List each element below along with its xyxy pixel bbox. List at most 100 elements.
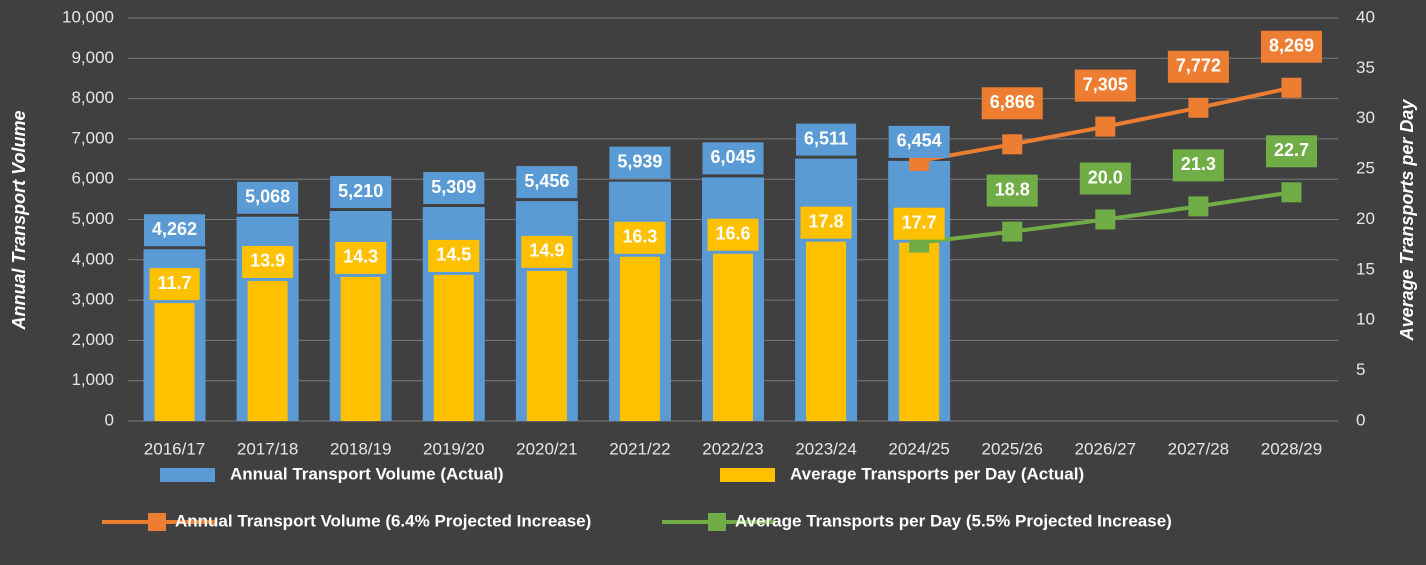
data-label-text: 7,772 bbox=[1176, 56, 1221, 76]
bar bbox=[619, 256, 660, 421]
legend-swatch bbox=[160, 468, 215, 482]
data-label-box bbox=[144, 214, 206, 247]
marker bbox=[1095, 209, 1116, 230]
x-tick-label: 2024/25 bbox=[888, 439, 949, 458]
data-label-text: 21.3 bbox=[1181, 154, 1216, 174]
data-label: 8,269 bbox=[1260, 30, 1322, 63]
y-axis-title: Annual Transport Volume bbox=[9, 110, 29, 330]
data-label-box bbox=[516, 166, 578, 199]
y2-tick-label: 15 bbox=[1356, 259, 1375, 278]
x-tick-label: 2017/18 bbox=[237, 439, 298, 458]
data-label-box bbox=[609, 146, 671, 179]
marker bbox=[1095, 116, 1116, 137]
bar bbox=[154, 303, 195, 421]
bar bbox=[340, 276, 381, 421]
y2-tick-label: 35 bbox=[1356, 58, 1375, 77]
x-tick-label: 2020/21 bbox=[516, 439, 577, 458]
y-tick-label: 7,000 bbox=[71, 128, 114, 147]
y-tick-label: 5,000 bbox=[71, 209, 114, 228]
y-tick-label: 8,000 bbox=[71, 88, 114, 107]
data-label: 16.6 bbox=[707, 218, 759, 251]
data-label: 6,454 bbox=[888, 125, 950, 158]
data-label-text: 16.3 bbox=[622, 227, 657, 247]
y2-tick-label: 30 bbox=[1356, 108, 1375, 127]
data-label-box bbox=[1074, 69, 1136, 102]
y-tick-label: 1,000 bbox=[71, 370, 114, 389]
legend-label: Annual Transport Volume (Actual) bbox=[230, 464, 504, 483]
data-label: 21.3 bbox=[1172, 149, 1224, 182]
data-label-text: 5,456 bbox=[524, 171, 569, 191]
data-label: 5,309 bbox=[423, 172, 485, 205]
data-label-text: 16.6 bbox=[715, 224, 750, 244]
marker bbox=[1002, 221, 1023, 242]
data-label-box bbox=[614, 221, 666, 254]
data-label-box bbox=[1167, 50, 1229, 83]
data-label: 13.9 bbox=[242, 245, 294, 278]
marker bbox=[1281, 182, 1302, 203]
data-label: 6,866 bbox=[981, 87, 1043, 120]
data-label-box bbox=[330, 176, 392, 209]
data-label-text: 11.7 bbox=[158, 273, 192, 293]
y2-axis-title: Average Transports per Day bbox=[1397, 99, 1417, 342]
y2-tick-label: 25 bbox=[1356, 159, 1375, 178]
x-tick-label: 2027/28 bbox=[1168, 439, 1229, 458]
y2-tick-label: 20 bbox=[1356, 209, 1375, 228]
data-label: 17.8 bbox=[800, 206, 852, 239]
data-label: 14.5 bbox=[428, 239, 480, 272]
data-label-box bbox=[986, 174, 1038, 207]
data-label-text: 5,309 bbox=[431, 177, 476, 197]
data-label: 5,456 bbox=[516, 166, 578, 199]
data-label: 14.3 bbox=[335, 241, 387, 274]
marker bbox=[1002, 134, 1023, 155]
legend-label: Average Transports per Day (Actual) bbox=[790, 464, 1084, 483]
y-tick-label: 3,000 bbox=[71, 290, 114, 309]
y2-tick-label: 0 bbox=[1356, 410, 1365, 429]
data-label-box bbox=[242, 245, 294, 278]
bar bbox=[899, 242, 940, 421]
y-tick-label: 10,000 bbox=[62, 7, 114, 26]
data-label-box bbox=[800, 206, 852, 239]
x-tick-label: 2026/27 bbox=[1075, 439, 1136, 458]
data-label-box bbox=[1265, 135, 1317, 168]
x-tick-label: 2021/22 bbox=[609, 439, 670, 458]
data-label-text: 5,210 bbox=[338, 181, 383, 201]
data-label: 6,045 bbox=[702, 142, 764, 175]
data-label-box bbox=[149, 268, 200, 301]
data-label-text: 6,045 bbox=[710, 147, 755, 167]
data-label-text: 20.0 bbox=[1088, 167, 1123, 187]
legend-label: Average Transports per Day (5.5% Project… bbox=[735, 511, 1172, 530]
x-tick-label: 2016/17 bbox=[144, 439, 205, 458]
x-tick-label: 2018/19 bbox=[330, 439, 391, 458]
x-tick-label: 2022/23 bbox=[702, 439, 763, 458]
data-label-text: 13.9 bbox=[250, 251, 285, 271]
bar bbox=[713, 253, 753, 421]
data-label-box bbox=[423, 172, 485, 205]
data-label: 5,939 bbox=[609, 146, 671, 179]
data-label-box bbox=[1260, 30, 1322, 63]
data-label-text: 18.8 bbox=[995, 179, 1030, 199]
data-label-box bbox=[702, 142, 764, 175]
bar bbox=[433, 274, 474, 421]
data-label-text: 5,068 bbox=[245, 187, 290, 207]
data-label-box bbox=[428, 239, 480, 272]
data-label-text: 8,269 bbox=[1269, 36, 1314, 56]
data-label: 5,210 bbox=[330, 176, 392, 209]
data-label: 5,068 bbox=[237, 181, 299, 214]
data-label: 7,772 bbox=[1167, 50, 1229, 83]
data-label-text: 7,305 bbox=[1083, 74, 1128, 94]
data-label-box bbox=[796, 123, 857, 156]
data-label-text: 6,511 bbox=[804, 128, 848, 148]
data-label: 20.0 bbox=[1079, 162, 1131, 195]
x-tick-label: 2019/20 bbox=[423, 439, 484, 458]
data-label: 16.3 bbox=[614, 221, 666, 254]
y-tick-label: 2,000 bbox=[71, 330, 114, 349]
y2-tick-label: 10 bbox=[1356, 310, 1375, 329]
y2-tick-label: 5 bbox=[1356, 360, 1365, 379]
bar bbox=[526, 270, 567, 421]
bar bbox=[247, 280, 288, 421]
data-label-box bbox=[1079, 162, 1131, 195]
data-label-text: 17.8 bbox=[809, 211, 844, 231]
legend-label: Annual Transport Volume (6.4% Projected … bbox=[175, 511, 591, 530]
legend-swatch bbox=[720, 468, 775, 482]
data-label-box bbox=[1172, 149, 1224, 182]
